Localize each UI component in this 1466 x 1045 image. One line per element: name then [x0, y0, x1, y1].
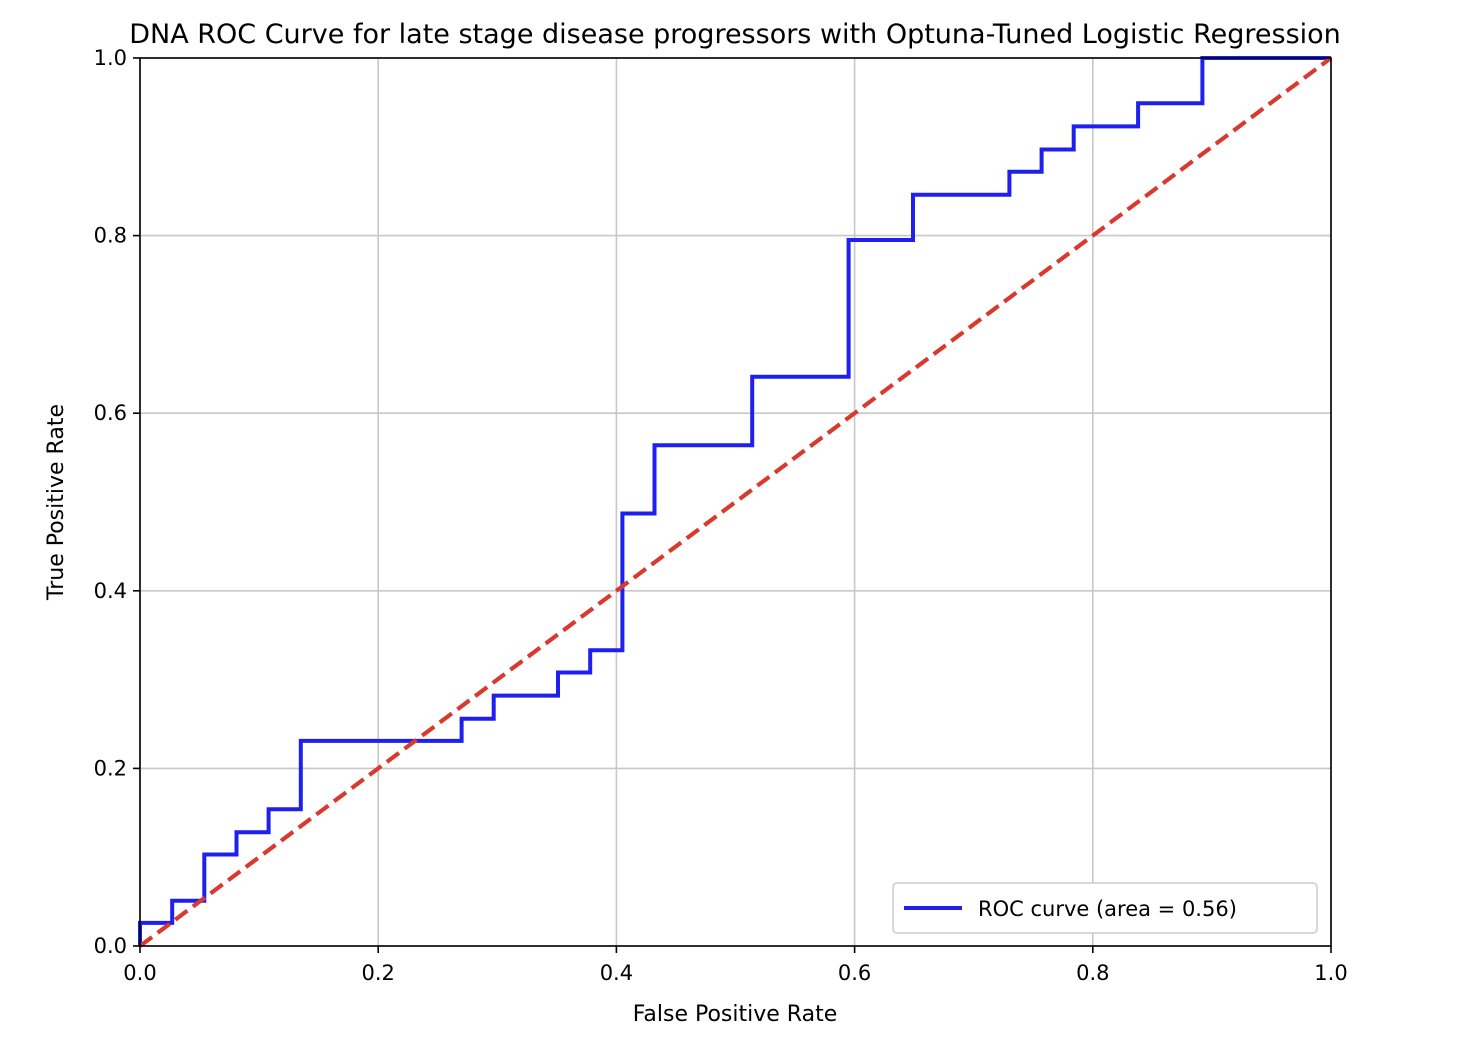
series-layer — [138, 56, 1333, 948]
legend: ROC curve (area = 0.56) — [892, 882, 1318, 934]
x-tick-label: 0.0 — [123, 961, 156, 985]
x-tick-label: 0.6 — [838, 961, 871, 985]
y-tick-label: 0.6 — [94, 401, 127, 425]
x-tick-label: 0.8 — [1076, 961, 1109, 985]
y-axis-label: True Positive Rate — [44, 404, 69, 601]
y-tick-label: 1.0 — [94, 46, 127, 70]
y-tick-label: 0.2 — [94, 756, 127, 780]
roc-curve-line — [138, 56, 1331, 946]
legend-box — [892, 882, 1318, 934]
x-tick-label: 1.0 — [1314, 961, 1347, 985]
x-tick-label: 0.2 — [361, 961, 394, 985]
chart-title: DNA ROC Curve for late stage disease pro… — [129, 19, 1341, 50]
x-tick-label: 0.4 — [600, 961, 633, 985]
plot-frame — [139, 57, 1332, 947]
chance-diagonal-line — [138, 56, 1333, 948]
y-tick-label: 0.8 — [94, 224, 127, 248]
y-tick-label: 0.0 — [94, 934, 127, 958]
ticks: 0.0 0.2 0.4 0.6 0.8 1.0 0.0 0.2 0.4 0.6 0.8 1.0 — [94, 46, 1348, 985]
y-tick-label: 0.4 — [94, 579, 127, 603]
legend-label: ROC curve (area = 0.56) — [978, 897, 1237, 921]
x-axis-label: False Positive Rate — [633, 1002, 837, 1027]
